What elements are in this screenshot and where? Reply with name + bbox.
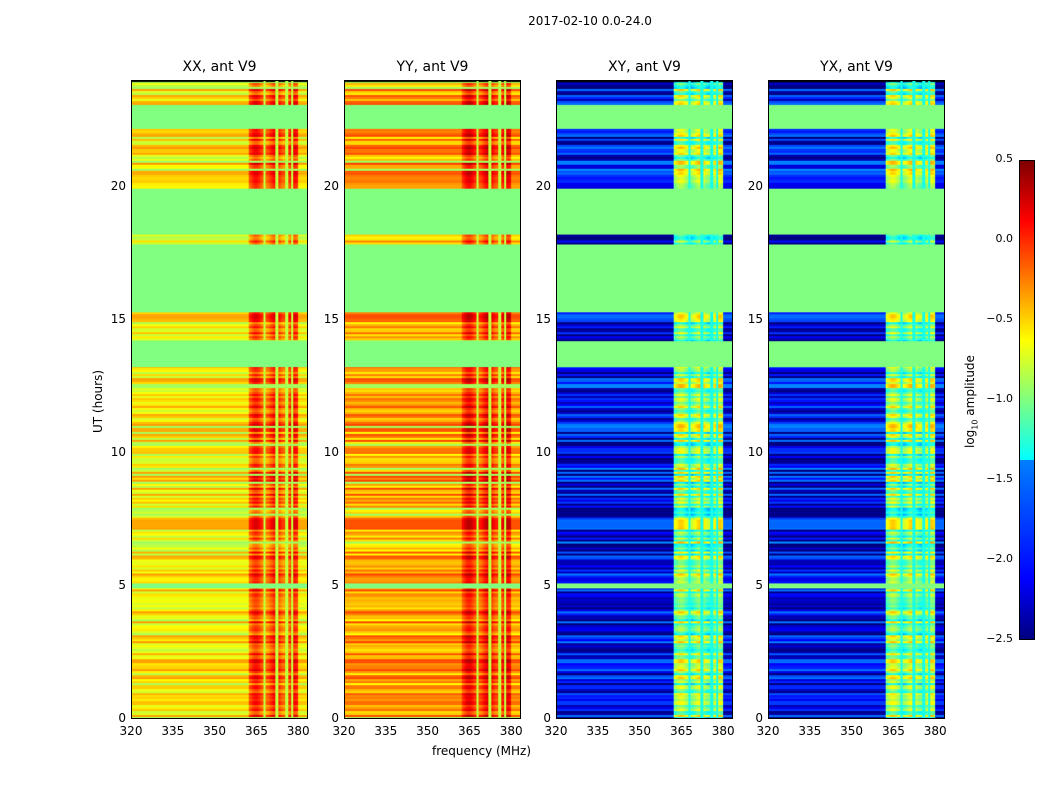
y-tick-label: 0: [331, 711, 339, 725]
panel-title: XX, ant V9: [182, 59, 257, 75]
colorbar-tick-label: 0.5: [995, 152, 1014, 165]
y-tick-label: 10: [323, 444, 339, 459]
x-tick-label: 335: [374, 724, 398, 738]
colorbar-tick-label: 0.0: [995, 232, 1014, 245]
figure-title: 2017-02-10 0.0-24.0: [528, 14, 652, 28]
y-tick-label: 20: [747, 178, 763, 193]
y-tick-label: 0: [543, 711, 551, 725]
heatmap-image: [557, 81, 732, 718]
panel-title: XY, ant V9: [608, 59, 681, 75]
y-tick-label: 5: [755, 577, 763, 592]
x-tick-label: 335: [161, 724, 185, 738]
x-tick-label: 365: [244, 724, 268, 738]
heatmap-panel: [131, 80, 308, 719]
heatmap-panel: [556, 80, 733, 719]
heatmap-image: [345, 81, 520, 718]
x-tick-label: 335: [798, 724, 822, 738]
y-axis-label: UT (hours): [91, 369, 105, 433]
x-tick-label: 350: [416, 724, 440, 738]
heatmap-image: [769, 81, 944, 718]
x-tick-label: 380: [711, 724, 735, 738]
colorbar-tick-label: −2.0: [986, 552, 1013, 565]
x-tick-label: 380: [286, 724, 310, 738]
y-tick-label: 15: [110, 311, 126, 326]
colorbar-tick-label: −1.5: [986, 472, 1013, 485]
y-tick-label: 0: [755, 711, 763, 725]
y-tick-label: 10: [747, 444, 763, 459]
heatmap-panel: [344, 80, 521, 719]
colorbar-tick-label: −0.5: [986, 312, 1013, 325]
x-tick-label: 320: [544, 724, 568, 738]
colorbar: [1019, 160, 1035, 640]
x-tick-label: 365: [669, 724, 693, 738]
y-tick-label: 10: [110, 444, 126, 459]
x-tick-label: 350: [628, 724, 652, 738]
panel-title: YY, ant V9: [396, 59, 469, 75]
panel-title: YX, ant V9: [820, 59, 893, 75]
heatmap-image: [132, 81, 307, 718]
x-tick-label: 380: [923, 724, 947, 738]
x-tick-label: 350: [203, 724, 227, 738]
y-tick-label: 10: [535, 444, 551, 459]
colorbar-tick-label: −1.0: [986, 392, 1013, 405]
y-tick-label: 20: [110, 178, 126, 193]
x-tick-label: 350: [840, 724, 864, 738]
x-tick-label: 320: [332, 724, 356, 738]
y-tick-label: 15: [747, 311, 763, 326]
x-tick-label: 320: [756, 724, 780, 738]
y-tick-label: 5: [118, 577, 126, 592]
y-tick-label: 15: [535, 311, 551, 326]
colorbar-tick-label: −2.5: [986, 632, 1013, 645]
x-axis-label: frequency (MHz): [432, 744, 532, 758]
y-tick-label: 0: [118, 711, 126, 725]
x-tick-label: 365: [881, 724, 905, 738]
y-tick-label: 20: [535, 178, 551, 193]
x-tick-label: 365: [457, 724, 481, 738]
heatmap-panel: [768, 80, 945, 719]
x-tick-label: 320: [119, 724, 143, 738]
y-tick-label: 5: [543, 577, 551, 592]
x-tick-label: 380: [499, 724, 523, 738]
y-tick-label: 5: [331, 577, 339, 592]
x-tick-label: 335: [586, 724, 610, 738]
y-tick-label: 15: [323, 311, 339, 326]
y-tick-label: 20: [323, 178, 339, 193]
